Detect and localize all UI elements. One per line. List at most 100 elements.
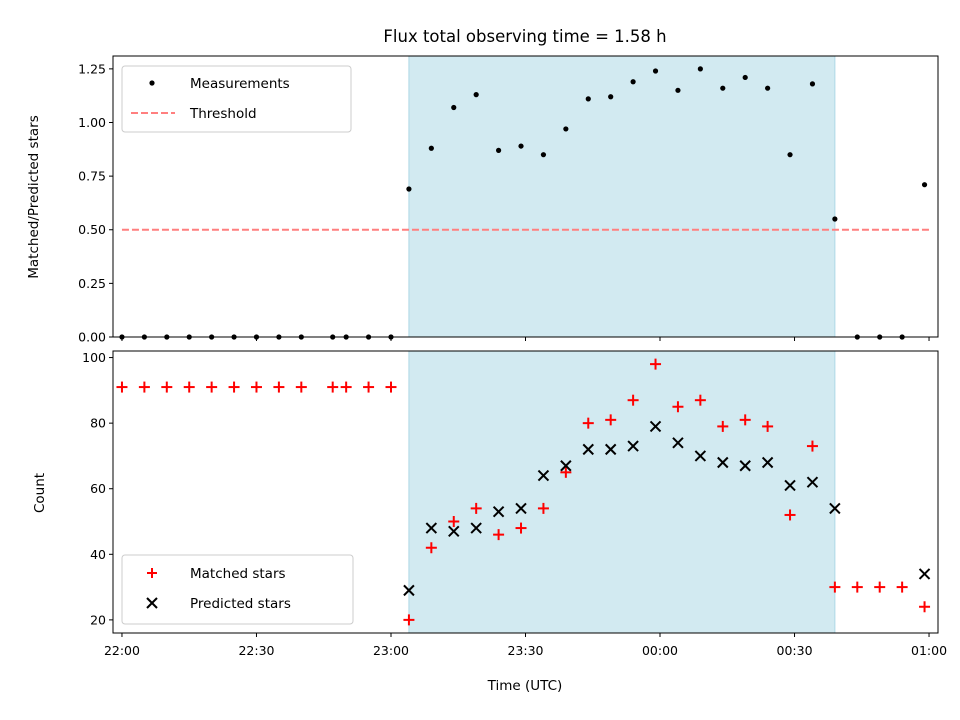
x-axis-label: Time (UTC) [487, 678, 563, 694]
top-observing-window-shade [408, 55, 836, 338]
matched-star-point [295, 381, 307, 393]
matched-star-point [183, 381, 195, 393]
bottom-observing-window-shade [408, 350, 836, 634]
x-tick-label: 01:00 [911, 643, 947, 658]
x-tick-label: 23:30 [507, 643, 543, 658]
matched-star-point [560, 466, 572, 478]
predicted-star-point [470, 522, 482, 534]
bottom-y-tick-label: 80 [90, 416, 106, 431]
chart-title: Flux total observing time = 1.58 h [383, 27, 666, 46]
predicted-star-point [784, 479, 796, 492]
bottom-y-tick-label: 100 [82, 350, 106, 365]
bottom-legend-box [121, 554, 354, 625]
x-tick-label: 23:00 [373, 643, 409, 658]
measurement-point [675, 87, 681, 93]
matched-star-point [385, 381, 397, 393]
matched-star-point [138, 381, 150, 393]
top-y-tick-label: 1.00 [78, 115, 106, 130]
matched-star-point [739, 414, 751, 426]
measurement-point [809, 81, 816, 87]
matched-star-point [806, 440, 818, 452]
matched-star-point [493, 529, 505, 541]
x-tick-label: 00:30 [777, 643, 813, 658]
predicted-star-point [694, 450, 707, 462]
matched-star-point [650, 358, 662, 370]
measurement-point [787, 152, 793, 158]
matched-star-point [340, 381, 352, 393]
bottom-y-tick-label: 60 [90, 481, 106, 496]
predicted-star-point [515, 502, 527, 515]
x-tick-label: 00:00 [642, 643, 678, 658]
measurement-point [473, 92, 479, 98]
top-panel-frame [112, 55, 939, 338]
predicted-star-point [761, 456, 774, 469]
measurement-point [518, 143, 524, 149]
predicted-star-point [582, 443, 594, 456]
measurement-point [832, 216, 838, 222]
matched-star-point [605, 414, 617, 426]
measurement-point [697, 66, 703, 72]
matched-star-point [874, 581, 886, 593]
predicted-star-point [739, 460, 751, 472]
matched-star-point [116, 381, 128, 393]
predicted-star-point [649, 420, 662, 433]
top-y-tick-label: 0.25 [78, 276, 106, 291]
bottom-panel: 20 40 60 80 100 22:00 22:30 23:00 23:30 00:00 00:3… [32, 350, 947, 694]
matched-star-point [784, 509, 796, 521]
predicted-star-point [537, 469, 550, 482]
top-y-tick-label: 0.50 [78, 222, 106, 237]
measurement-point [428, 145, 434, 151]
predicted-star-point [829, 502, 841, 515]
matched-star-point [717, 420, 729, 432]
matched-star-point [403, 614, 415, 626]
legend-matched-label: Matched stars [190, 566, 286, 582]
matched-star-point [851, 581, 863, 593]
matched-star-point [829, 581, 841, 593]
bottom-y-tick-label: 20 [90, 612, 106, 627]
legend-measurements-label: Measurements [190, 76, 290, 92]
predicted-star-point [627, 440, 639, 452]
x-tick-label: 22:00 [104, 643, 140, 658]
predicted-star-point [918, 568, 931, 580]
measurement-point [652, 68, 659, 74]
matched-star-point [627, 394, 639, 406]
measurement-point [563, 126, 569, 132]
legend-predicted-marker [146, 597, 158, 609]
top-y-tick-label: 0.75 [78, 169, 106, 184]
matched-star-point [762, 420, 774, 432]
top-y-tick-label: 0.00 [78, 330, 106, 345]
predicted-star-point [425, 522, 438, 534]
matched-star-point [672, 401, 684, 413]
bottom-legend: Matched stars Predicted stars [121, 554, 354, 625]
legend-threshold-label: Threshold [189, 106, 257, 122]
predicted-star-point [560, 460, 572, 472]
measurement-point [495, 147, 502, 153]
matched-star-point [273, 381, 285, 393]
top-panel: 0.00 0.25 0.50 0.75 1.00 1.25 Flux total obse… [26, 27, 939, 345]
top-legend: Measurements Threshold [121, 65, 352, 133]
measurement-point [720, 85, 726, 91]
measurement-point [540, 152, 547, 158]
matched-star-point [161, 381, 173, 393]
measurement-point [921, 182, 928, 188]
measurement-point [765, 85, 771, 91]
bottom-panel-frame [112, 350, 939, 634]
top-y-axis-label: Matched/Predicted stars [26, 115, 42, 278]
matched-star-point [515, 522, 527, 534]
matched-star-point [694, 394, 706, 406]
matched-star-point [896, 581, 908, 593]
matched-star-point [425, 542, 437, 554]
matched-star-point [919, 601, 931, 613]
x-tick-label: 22:30 [238, 643, 274, 658]
predicted-star-point [448, 525, 460, 538]
matched-star-point [327, 381, 339, 393]
bottom-y-tick-label: 40 [90, 547, 106, 562]
matched-star-point [448, 516, 460, 528]
measurement-point [451, 104, 457, 111]
top-y-tick-label: 1.25 [78, 61, 106, 76]
legend-measurements-marker [149, 80, 155, 86]
predicted-star-point [672, 437, 684, 449]
bottom-y-axis-label: Count [32, 473, 48, 513]
matched-star-point [206, 381, 218, 393]
